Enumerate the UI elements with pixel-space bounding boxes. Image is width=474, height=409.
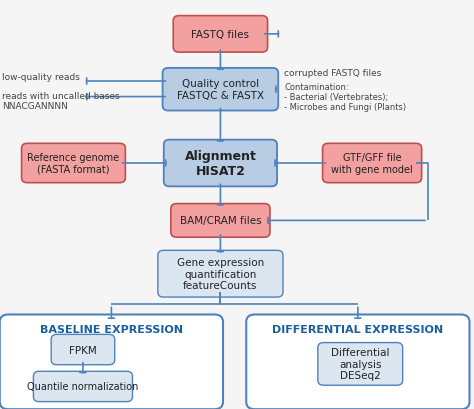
Text: Alignment
HISAT2: Alignment HISAT2 xyxy=(184,150,256,178)
FancyBboxPatch shape xyxy=(33,371,132,402)
FancyBboxPatch shape xyxy=(158,251,283,297)
FancyBboxPatch shape xyxy=(171,204,270,238)
Text: DIFFERENTIAL EXPRESSION: DIFFERENTIAL EXPRESSION xyxy=(272,324,444,334)
Text: FPKM: FPKM xyxy=(69,345,97,355)
Text: Reference genome
(FASTA format): Reference genome (FASTA format) xyxy=(27,153,119,174)
FancyBboxPatch shape xyxy=(51,335,115,365)
Text: Contamination:
- Bacterial (Vertebrates);
- Microbes and Fungi (Plants): Contamination: - Bacterial (Vertebrates)… xyxy=(284,83,407,112)
Text: low-quality reads: low-quality reads xyxy=(2,73,80,82)
Text: BAM/CRAM files: BAM/CRAM files xyxy=(180,216,261,226)
FancyBboxPatch shape xyxy=(322,144,422,183)
Text: BASELINE EXPRESSION: BASELINE EXPRESSION xyxy=(40,324,183,334)
FancyBboxPatch shape xyxy=(0,315,223,409)
FancyBboxPatch shape xyxy=(22,144,125,183)
FancyBboxPatch shape xyxy=(246,315,469,409)
Text: Differential
analysis
DESeq2: Differential analysis DESeq2 xyxy=(331,348,390,380)
Text: Gene expression
quantification
featureCounts: Gene expression quantification featureCo… xyxy=(177,258,264,290)
Text: Quality control
FASTQC & FASTX: Quality control FASTQC & FASTX xyxy=(177,79,264,101)
FancyBboxPatch shape xyxy=(173,16,267,53)
FancyBboxPatch shape xyxy=(164,140,277,187)
Text: GTF/GFF file
with gene model: GTF/GFF file with gene model xyxy=(331,153,413,174)
FancyBboxPatch shape xyxy=(318,343,402,385)
Text: reads with uncalled bases
NNACGANNNN: reads with uncalled bases NNACGANNNN xyxy=(2,92,120,111)
Text: Quantile normalization: Quantile normalization xyxy=(27,382,138,391)
Text: corrupted FASTQ files: corrupted FASTQ files xyxy=(284,69,382,78)
FancyBboxPatch shape xyxy=(163,69,278,111)
Text: FASTQ files: FASTQ files xyxy=(191,30,249,40)
